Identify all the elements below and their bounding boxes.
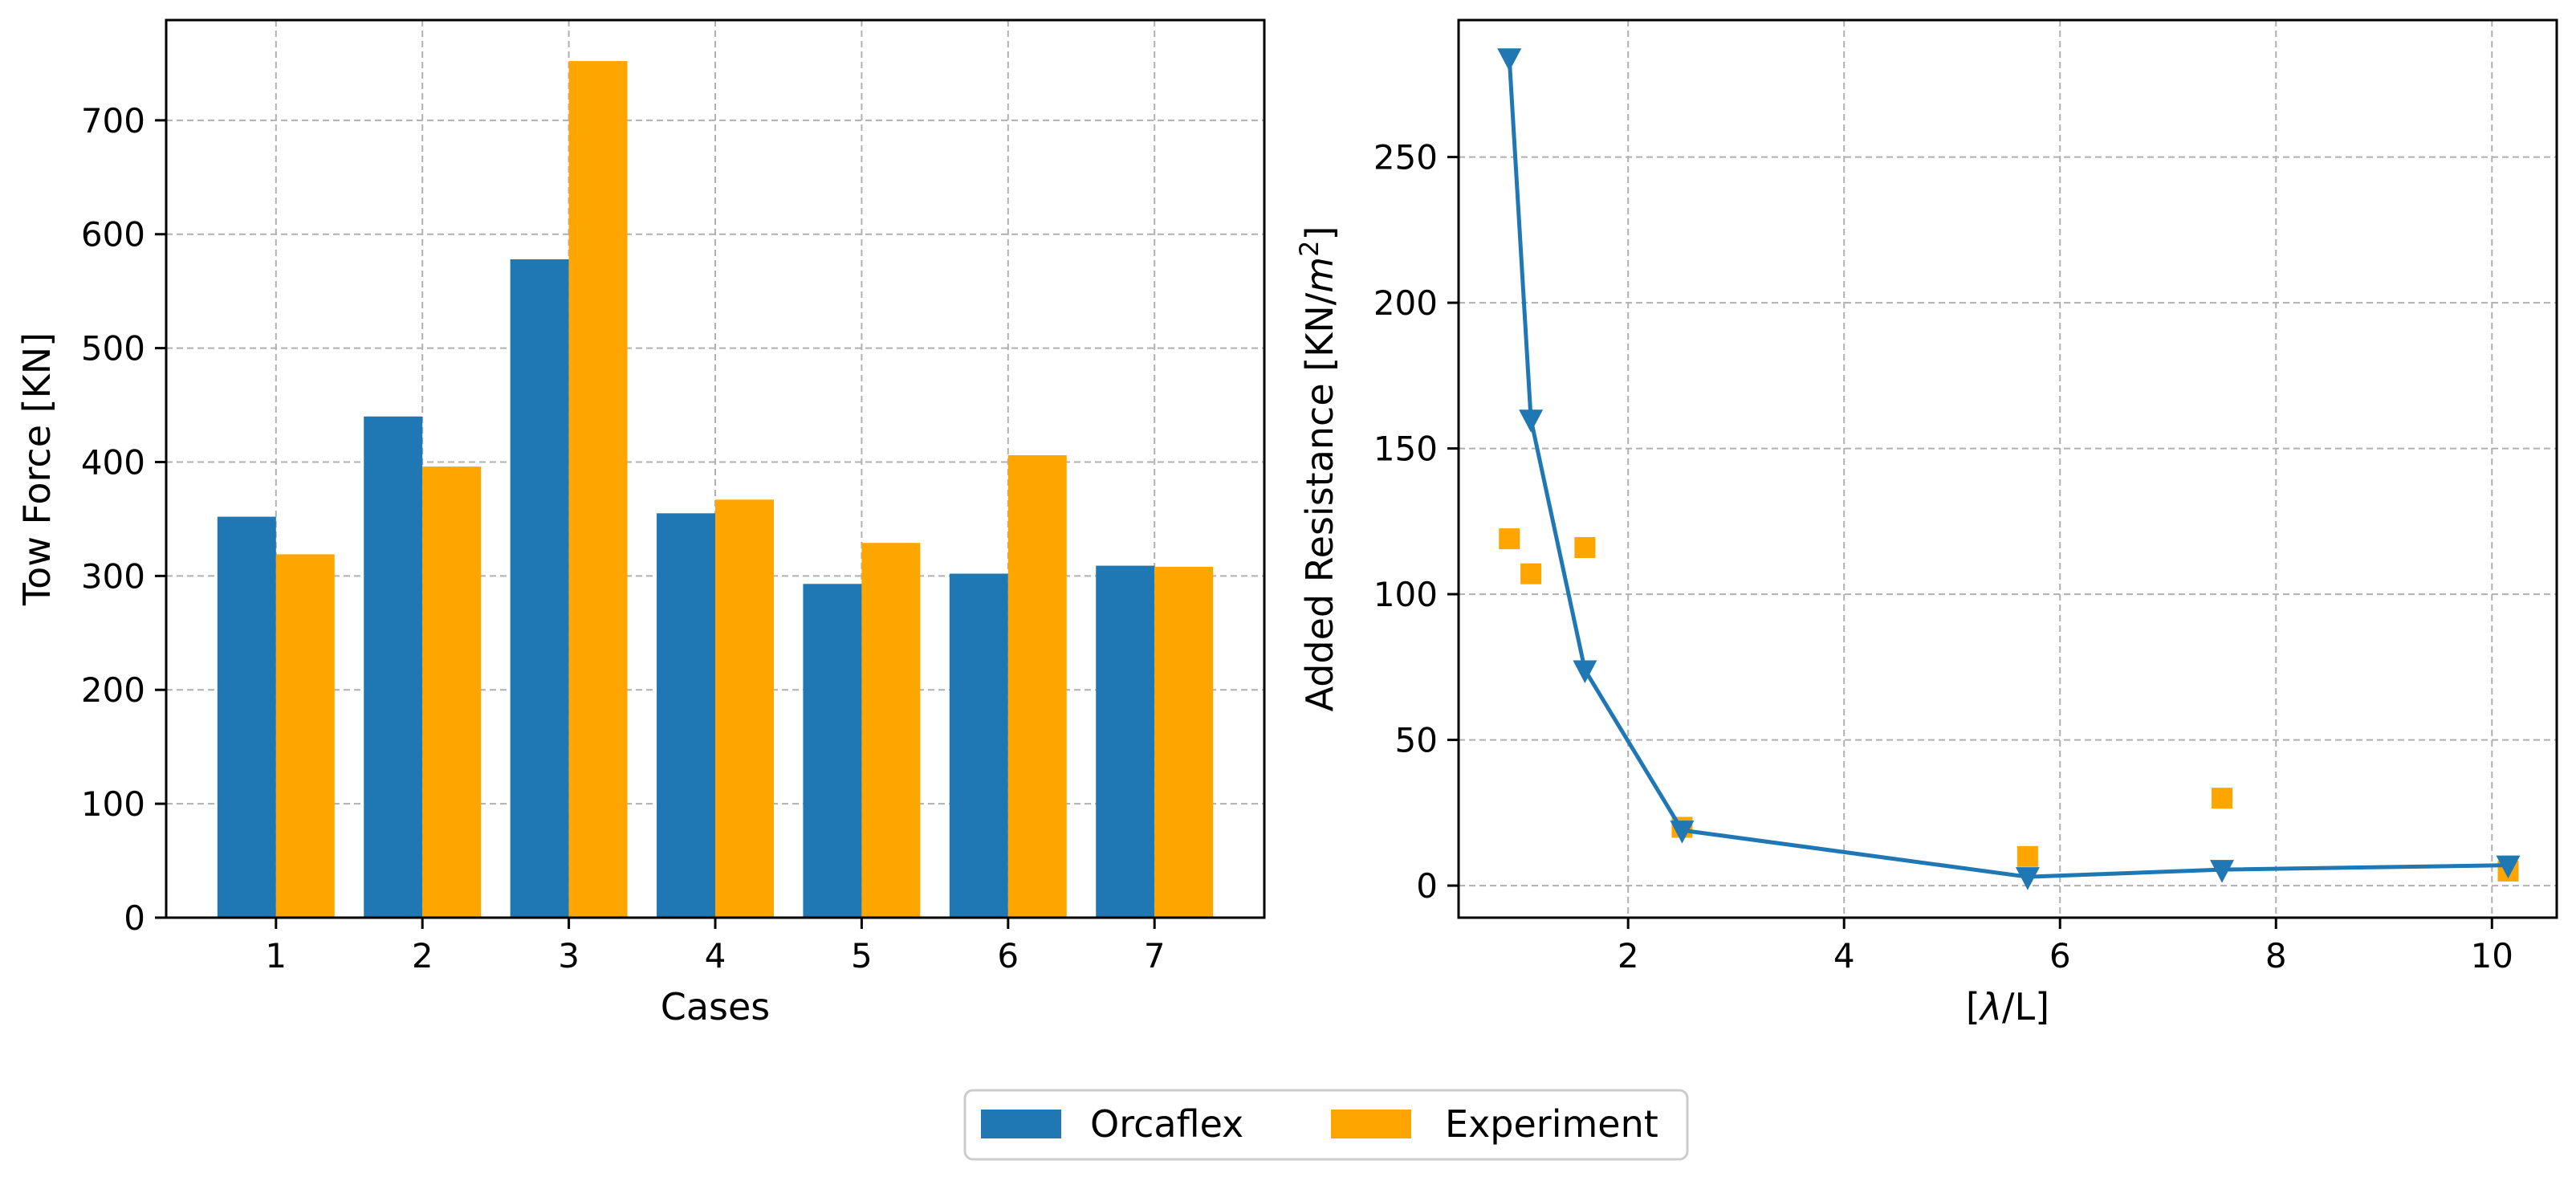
bar-y-tick-label: 0 <box>124 898 145 938</box>
bar-orcaflex-case-1 <box>217 516 276 918</box>
bar-x-tick-label: 6 <box>997 936 1019 975</box>
bar-chart-x-axis-label: Cases <box>661 985 771 1028</box>
legend-box <box>963 1089 1689 1161</box>
line-chart-series <box>1497 48 2521 890</box>
line-x-tick-label: 2 <box>1618 936 1639 975</box>
line-chart-y-axis-label: Added Resistance [KN/m2] <box>1294 226 1341 712</box>
line-x-tick-label: 6 <box>2049 936 2071 975</box>
bar-y-tick-label: 500 <box>81 329 145 369</box>
bar-x-tick-label: 5 <box>851 936 873 975</box>
bar-experiment-case-7 <box>1154 567 1214 918</box>
orcaflex-point <box>2210 860 2235 883</box>
bar-x-tick-label: 2 <box>412 936 433 975</box>
line-chart-frame <box>1457 18 2558 919</box>
legend-experiment-label: Experiment <box>1445 1102 1658 1146</box>
bar-x-tick-label: 7 <box>1144 936 1166 975</box>
line-chart-x-axis-label: [λ/L] <box>1966 985 2049 1028</box>
line-chart-ticks: 0 50 100 150 200 250 2 4 6 8 10 <box>1373 138 2513 975</box>
bar-experiment-case-6 <box>1007 454 1067 918</box>
bar-x-tick-label: 1 <box>265 936 287 975</box>
line-x-tick-label: 10 <box>2471 936 2513 975</box>
bar-orcaflex-case-5 <box>803 584 862 918</box>
orcaflex-point <box>2015 867 2040 890</box>
bar-experiment-case-5 <box>861 543 921 918</box>
experiment-point <box>2212 788 2233 809</box>
bar-experiment-case-1 <box>275 554 335 918</box>
bar-chart-bars <box>217 61 1214 918</box>
legend-experiment-swatch <box>1331 1110 1411 1138</box>
experiment-point <box>1574 537 1596 559</box>
line-y-tick-label: 250 <box>1373 138 1438 177</box>
bar-experiment-case-2 <box>422 466 482 918</box>
orcaflex-point <box>2496 855 2521 879</box>
bar-experiment-case-3 <box>568 61 628 918</box>
bar-x-tick-label: 4 <box>705 936 726 975</box>
bar-experiment-case-4 <box>715 499 774 918</box>
line-y-tick-label: 0 <box>1416 866 1438 906</box>
bar-y-tick-label: 700 <box>81 101 145 140</box>
bar-orcaflex-case-7 <box>1096 565 1155 918</box>
bar-orcaflex-case-2 <box>364 416 423 918</box>
orcaflex-point <box>1573 660 1597 683</box>
orcaflex-point <box>1519 409 1544 433</box>
bar-y-tick-label: 100 <box>81 784 145 824</box>
added-resistance-line-chart: 0 50 100 150 200 250 2 4 6 8 10 [λ/L] Added Resist… <box>1294 18 2558 1028</box>
bar-orcaflex-case-3 <box>510 259 569 918</box>
bar-orcaflex-case-6 <box>949 573 1008 918</box>
experiment-point <box>1499 528 1520 550</box>
legend: Orcaflex Experiment <box>963 1089 1689 1161</box>
line-chart-grid <box>1459 20 2557 918</box>
line-x-tick-label: 8 <box>2265 936 2287 975</box>
experiment-point <box>1520 563 1542 584</box>
line-y-tick-label: 200 <box>1373 283 1438 323</box>
bar-chart-ticks: 0 100 200 300 400 500 600 700 1 2 3 4 5 6 7 <box>81 101 1166 975</box>
bar-orcaflex-case-4 <box>657 513 715 918</box>
bar-x-tick-label: 3 <box>558 936 580 975</box>
legend-orcaflex-label: Orcaflex <box>1090 1102 1243 1146</box>
bar-chart-y-axis-label: Tow Force [KN] <box>15 332 59 606</box>
legend-orcaflex-swatch <box>981 1110 1061 1138</box>
experiment-point <box>2016 845 2038 867</box>
line-y-tick-label: 100 <box>1373 575 1438 614</box>
line-y-tick-label: 50 <box>1395 721 1438 760</box>
tow-force-bar-chart: 0 100 200 300 400 500 600 700 1 2 3 4 5 6 7 Cases Tow … <box>15 18 1266 1028</box>
orcaflex-series-line <box>1507 58 2509 879</box>
line-y-tick-label: 150 <box>1373 430 1438 469</box>
bar-y-tick-label: 400 <box>81 442 145 482</box>
bar-y-tick-label: 300 <box>81 556 145 596</box>
bar-y-tick-label: 600 <box>81 215 145 255</box>
bar-y-tick-label: 200 <box>81 670 145 710</box>
orcaflex-point <box>1497 48 1522 71</box>
orcaflex-point <box>1670 821 1695 844</box>
line-x-tick-label: 4 <box>1833 936 1855 975</box>
